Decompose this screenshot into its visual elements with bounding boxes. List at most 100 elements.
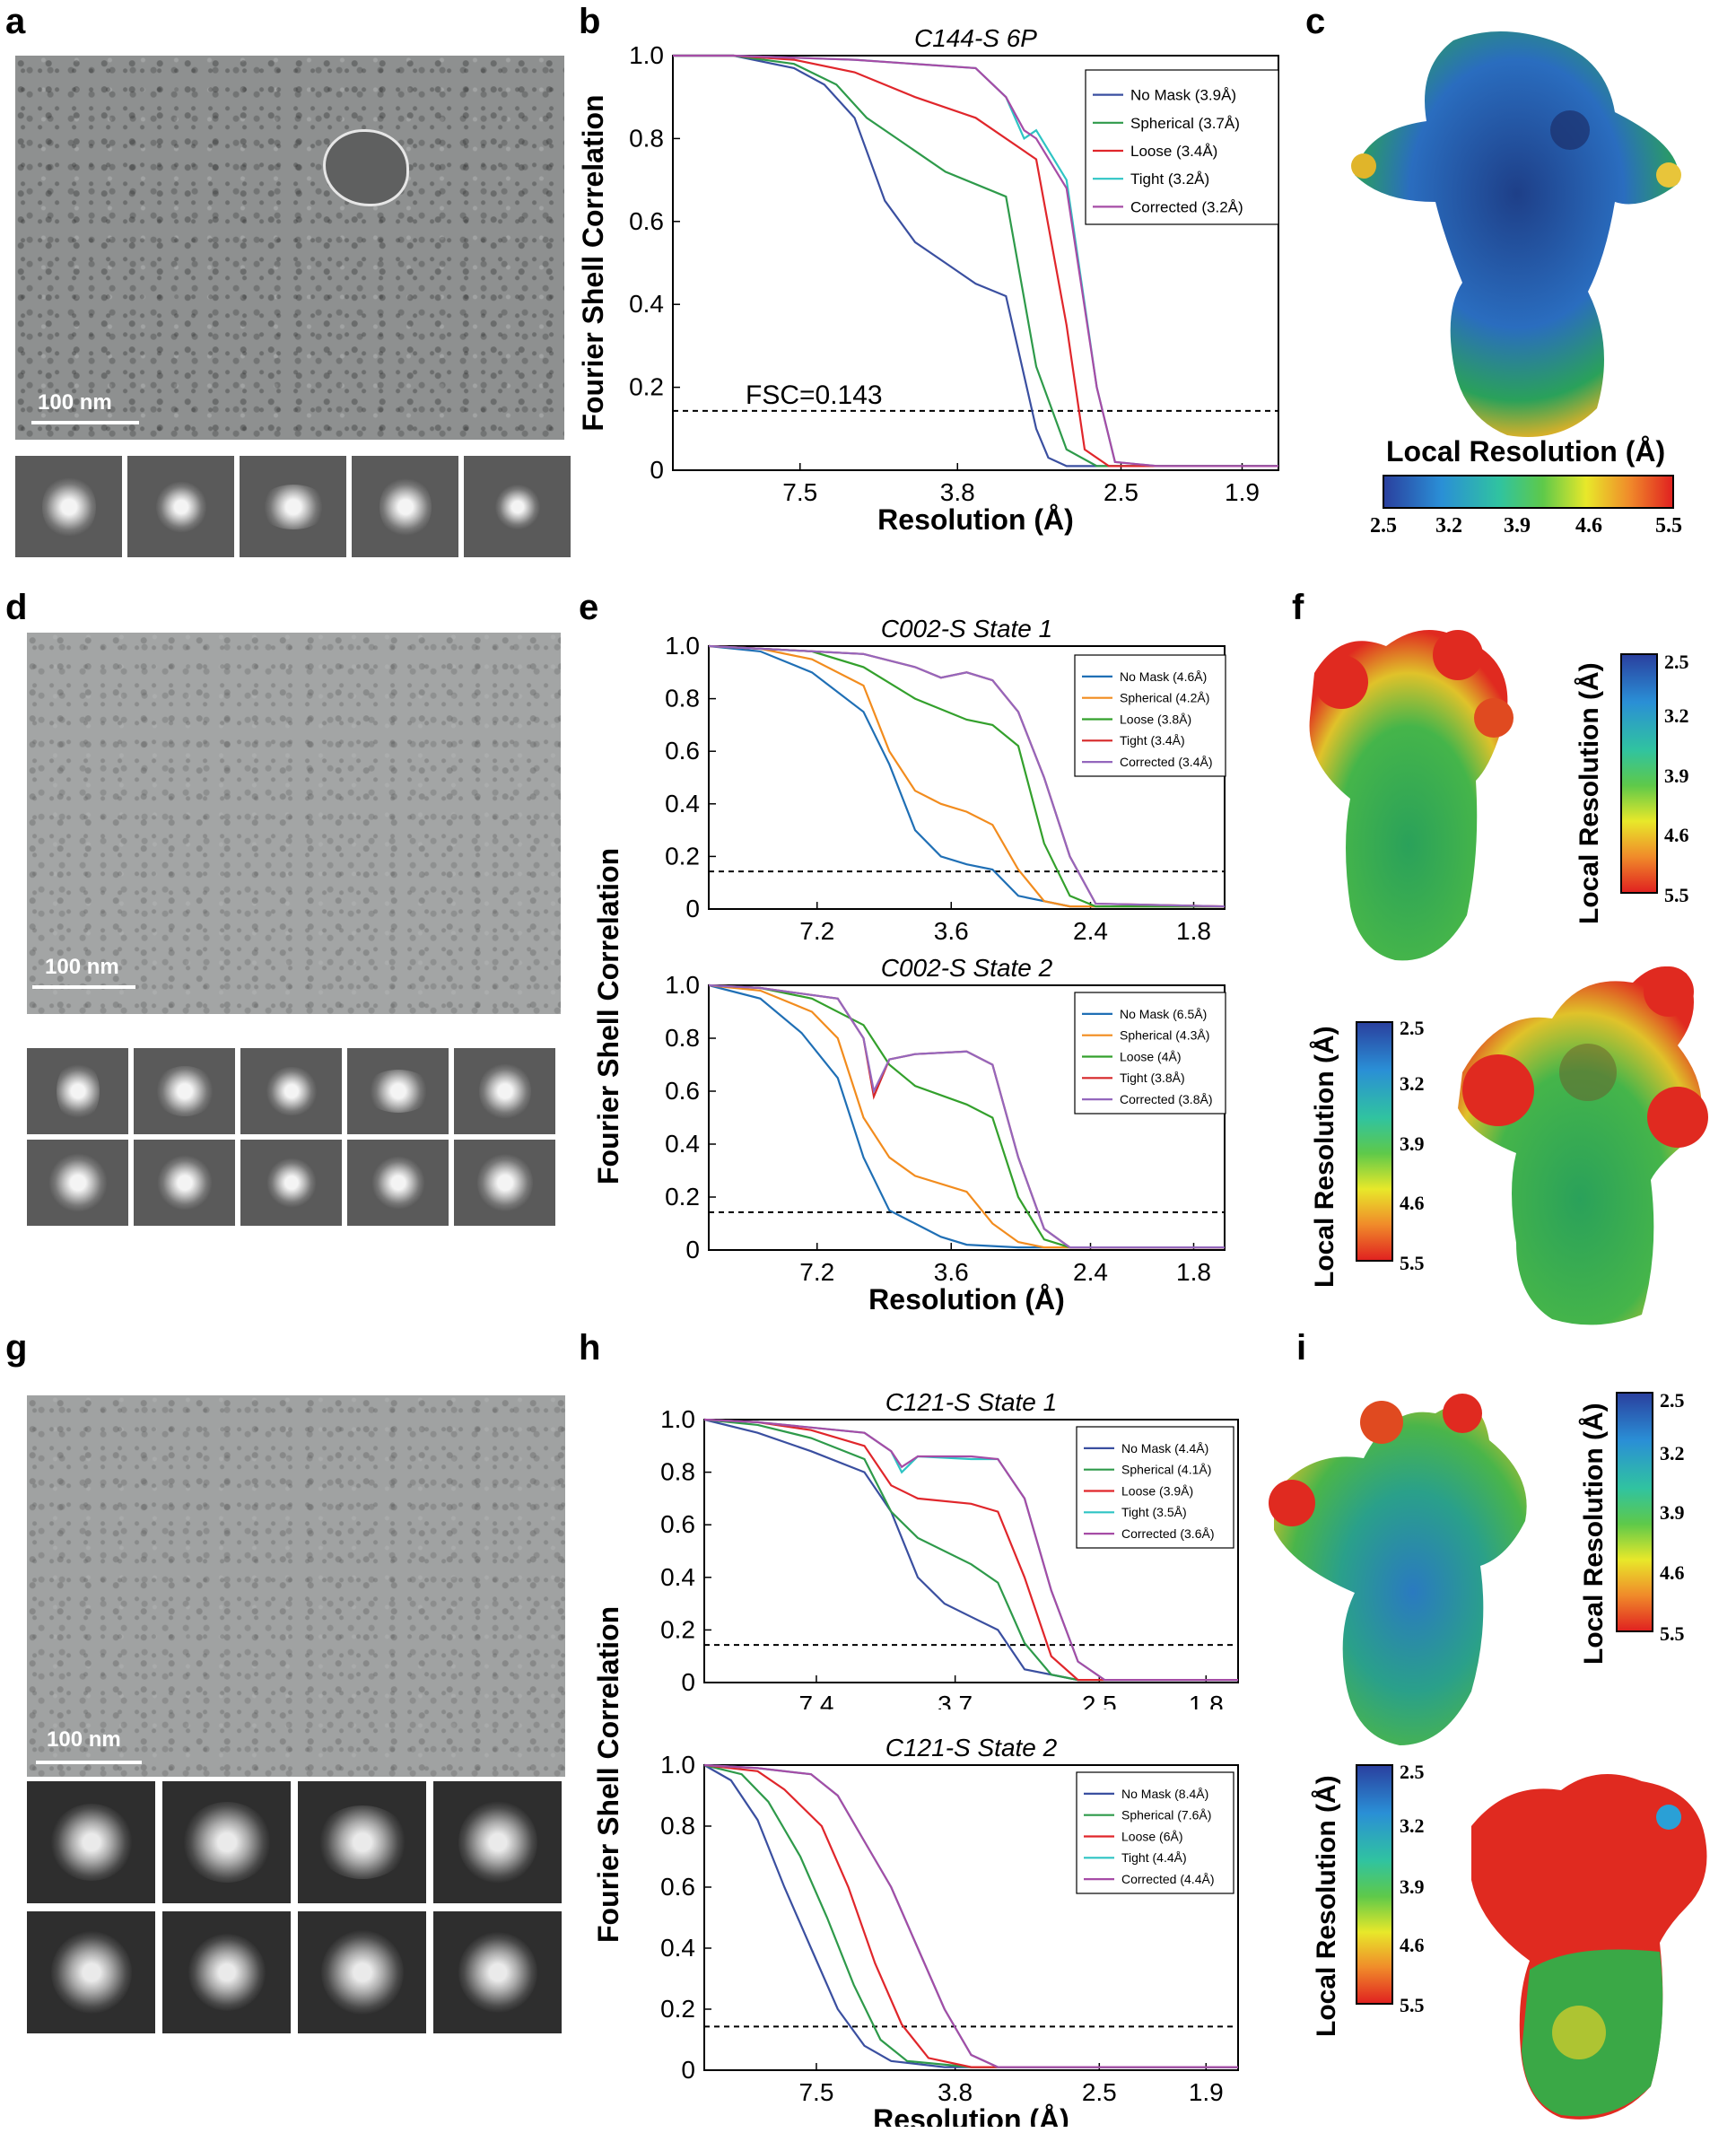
y-tick-b-2: 0.4 — [629, 290, 664, 318]
x-tick-e2-1: 3.6 — [934, 1258, 969, 1286]
y-tick-h2-3: 0.6 — [660, 1873, 695, 1901]
plot-frame-e1 — [708, 645, 1226, 910]
fsc-curve-b-0 — [673, 54, 1278, 468]
fsc-curve-h2-1 — [703, 1763, 1238, 2068]
legend-entry-b-0: No Mask (3.9Å) — [1130, 87, 1236, 104]
y-tick-e2-2: 0.4 — [665, 1130, 700, 1158]
legend-entry-h1-4: Corrected (3.6Å) — [1121, 1526, 1214, 1541]
colorbar-f2-tick-4: 5.5 — [1400, 1252, 1425, 1274]
colorbar-f1-tick-4: 5.5 — [1664, 884, 1689, 906]
x-tick-e2-2: 2.4 — [1073, 1258, 1108, 1286]
scale-bar-d — [32, 985, 135, 989]
colorbar-c-tick-2: 3.9 — [1504, 514, 1531, 538]
y-tick-h1-4: 0.8 — [660, 1458, 695, 1486]
local-res-colorbar-f2 — [1356, 1021, 1393, 1262]
legend-entry-b-1: Spherical (3.7Å) — [1130, 115, 1240, 132]
x-tick-h1-1: 3.7 — [938, 1691, 973, 1709]
fsc-curve-e2-2 — [708, 983, 1225, 1249]
panel-label-h: h — [579, 1328, 601, 1368]
colorbar-f1-tick-2: 3.9 — [1664, 765, 1689, 787]
chart-title-e2: C002-S State 2 — [881, 954, 1053, 982]
ice-contaminant — [323, 129, 409, 206]
legend-entry-h1-2: Loose (3.9Å) — [1121, 1483, 1193, 1498]
chart-title-e1: C002-S State 1 — [881, 615, 1052, 643]
plot-frame-e2 — [708, 984, 1226, 1251]
scale-label-g: 100 nm — [47, 1727, 121, 1752]
y-tick-e2-5: 1.0 — [665, 971, 700, 999]
colorbar-f2-tick-1: 3.2 — [1400, 1072, 1425, 1095]
y-tick-b-4: 0.8 — [629, 124, 664, 152]
chart-title-h1: C121-S State 1 — [885, 1388, 1057, 1416]
legend-entry-h1-1: Spherical (4.1Å) — [1121, 1463, 1211, 1477]
y-tick-b-0: 0 — [650, 456, 664, 484]
local-res-colorbar-i1 — [1616, 1392, 1653, 1632]
fsc-curve-h1-2 — [703, 1418, 1238, 1682]
scale-bar-a — [31, 421, 139, 424]
x-tick-b-2: 2.5 — [1104, 478, 1138, 506]
plot-frame-h1 — [703, 1419, 1239, 1683]
x-tick-h1-2: 2.5 — [1082, 1691, 1117, 1709]
x-tick-h1-3: 1.8 — [1189, 1691, 1224, 1709]
y-tick-h1-0: 0 — [681, 1668, 695, 1696]
density-map-i-state1 — [1269, 1394, 1527, 1745]
panel-label-e: e — [579, 588, 599, 627]
fsc-curve-h1-0 — [703, 1418, 1238, 1682]
fsc-curve-e1-4 — [708, 644, 1226, 908]
y-tick-h2-4: 0.8 — [660, 1812, 695, 1840]
fsc-curve-h2-4 — [703, 1763, 1238, 2068]
y-tick-h2-2: 0.4 — [660, 1934, 695, 1962]
legend-entry-h2-1: Spherical (7.6Å) — [1121, 1808, 1211, 1823]
x-tick-h2-0: 7.5 — [798, 2078, 833, 2106]
y-tick-b-3: 0.6 — [629, 207, 664, 235]
plot-frame-b — [672, 55, 1279, 471]
y-tick-e1-5: 1.0 — [665, 632, 700, 660]
legend-box-e2 — [1074, 992, 1226, 1115]
colorbar-i1-tick-0: 2.5 — [1660, 1389, 1685, 1412]
local-res-colorbar-i2 — [1356, 1764, 1393, 2005]
colorbar-c-tick-4: 5.5 — [1655, 514, 1682, 538]
x-tick-e1-3: 1.8 — [1176, 917, 1211, 942]
panel-label-g: g — [5, 1328, 28, 1368]
x-tick-e2-0: 7.2 — [799, 1258, 834, 1286]
colorbar-f1-tick-3: 4.6 — [1664, 824, 1689, 846]
panel-label-a: a — [5, 2, 26, 41]
local-res-title-f1: Local Resolution (Å) — [1575, 662, 1604, 924]
colorbar-f2-tick-3: 4.6 — [1400, 1192, 1425, 1214]
x-tick-e1-1: 3.6 — [934, 917, 969, 942]
class-averages-d-row2 — [27, 1140, 555, 1226]
x-tick-e1-0: 7.2 — [799, 917, 834, 942]
y-tick-e2-3: 0.6 — [665, 1077, 700, 1105]
panel-label-b: b — [579, 2, 601, 41]
legend-entry-h1-3: Tight (3.5Å) — [1121, 1505, 1187, 1519]
colorbar-i1-tick-2: 3.9 — [1660, 1501, 1685, 1524]
fsc-curve-h1-1 — [703, 1418, 1238, 1682]
y-tick-h2-5: 1.0 — [660, 1751, 695, 1779]
x-tick-e1-2: 2.4 — [1073, 917, 1108, 942]
scale-label-a: 100 nm — [38, 390, 112, 415]
micrograph-d — [27, 633, 561, 1014]
local-res-title-f2: Local Resolution (Å) — [1310, 1026, 1339, 1288]
colorbar-i1-tick-3: 4.6 — [1660, 1561, 1685, 1584]
density-map-c — [1351, 31, 1681, 437]
y-tick-b-1: 0.2 — [629, 373, 664, 401]
y-axis-label-b: Fourier Shell Correlation — [577, 94, 609, 431]
y-tick-h1-2: 0.4 — [660, 1563, 695, 1591]
micrograph-a — [15, 56, 564, 440]
legend-entry-b-2: Loose (3.4Å) — [1130, 143, 1217, 160]
density-map-i-state2 — [1471, 1774, 1707, 2120]
y-tick-h2-0: 0 — [681, 2056, 695, 2084]
x-tick-e2-3: 1.8 — [1176, 1258, 1211, 1286]
fsc-chart-h-state1: C121-S State 1 0 0.2 0.4 0.6 0.8 1.0 7.4 3.7 2.5 1… — [660, 1388, 1239, 1709]
y-tick-e1-3: 0.6 — [665, 737, 700, 765]
local-res-title-c: Local Resolution (Å) — [1386, 435, 1666, 468]
class-averages-g-row2 — [27, 1911, 562, 2033]
panel-label-i: i — [1296, 1328, 1307, 1368]
legend-box-h2 — [1076, 1771, 1234, 1894]
colorbar-c-tick-3: 4.6 — [1575, 514, 1602, 538]
legend-box-e1 — [1074, 654, 1226, 777]
chart-title-b: C144-S 6P — [914, 24, 1037, 52]
colorbar-f2-tick-0: 2.5 — [1400, 1017, 1425, 1039]
legend-entry-h2-0: No Mask (8.4Å) — [1121, 1787, 1208, 1801]
colorbar-i1-tick-4: 5.5 — [1660, 1622, 1685, 1645]
x-axis-label-b: Resolution (Å) — [877, 503, 1074, 536]
